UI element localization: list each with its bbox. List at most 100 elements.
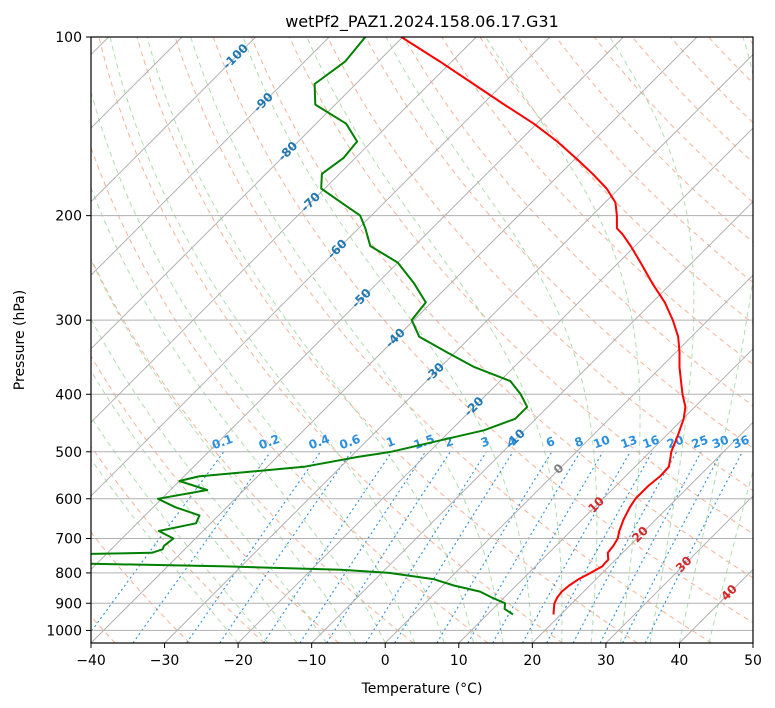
mixing-ratio-line bbox=[492, 451, 604, 643]
mixing-ratio-label: 0.6 bbox=[338, 432, 363, 452]
mixing-ratio-label: 1.5 bbox=[412, 432, 437, 452]
moist-adiabat-line bbox=[146, 37, 474, 643]
moist-adiabat-line bbox=[91, 415, 268, 643]
x-tick-label: −20 bbox=[223, 653, 253, 669]
isotherm-line bbox=[531, 421, 753, 643]
dry-adiabat-line bbox=[593, 37, 753, 203]
mixing-ratio-label: 10 bbox=[591, 433, 611, 452]
mixing-ratio-label: 0.2 bbox=[257, 432, 282, 452]
isotherm-line bbox=[91, 37, 404, 350]
isotherm-line bbox=[91, 37, 477, 424]
y-tick-label: 400 bbox=[55, 387, 82, 403]
isotherm-lines bbox=[91, 37, 753, 643]
mixing-ratio-line bbox=[394, 451, 514, 643]
dewpoint-profile-line bbox=[91, 37, 529, 616]
isotherm-line bbox=[164, 53, 753, 643]
mixing-ratio-line bbox=[326, 451, 451, 643]
isotherm-line bbox=[237, 127, 753, 643]
moist-adiabat-line bbox=[109, 37, 445, 643]
moist-adiabat-line bbox=[485, 37, 641, 643]
isotherm-line bbox=[458, 348, 753, 643]
x-tick-label: 40 bbox=[671, 653, 689, 669]
isotherm-line bbox=[605, 495, 753, 643]
y-tick-label: 200 bbox=[55, 209, 82, 225]
x-tick-label: 20 bbox=[523, 653, 541, 669]
y-tick-label: 700 bbox=[55, 532, 82, 548]
mixing-ratio-label: 0.4 bbox=[307, 432, 332, 452]
moist-adiabat-line bbox=[242, 37, 533, 643]
x-tick-label: 10 bbox=[450, 653, 468, 669]
isotherm-line bbox=[91, 37, 698, 643]
dry-adiabat-line bbox=[250, 37, 753, 579]
mixing-ratio-line bbox=[299, 451, 426, 643]
y-axis-label: Pressure (hPa) bbox=[12, 290, 28, 390]
dry-adiabat-line bbox=[288, 37, 753, 535]
mixing-ratio-line bbox=[522, 451, 631, 643]
mixing-ratio-label: 25 bbox=[690, 433, 710, 452]
x-axis: −40 −30 −20 −10 0 10 20 30 40 50 bbox=[76, 643, 762, 669]
x-tick-label: 0 bbox=[381, 653, 390, 669]
dry-adiabat-line bbox=[555, 37, 753, 243]
moist-adiabats bbox=[91, 37, 753, 643]
plot-area: -100-90-80-70-60-50-40-30-20-10010203040… bbox=[91, 37, 753, 643]
moist-adiabat-line bbox=[190, 37, 504, 643]
isotherm-line bbox=[91, 37, 257, 203]
x-tick-label: −40 bbox=[76, 653, 106, 669]
y-tick-label: 800 bbox=[55, 566, 82, 582]
dry-adiabat-line bbox=[403, 37, 753, 407]
isotherm-line bbox=[384, 274, 753, 643]
y-tick-label: 900 bbox=[55, 596, 82, 612]
moist-adiabat-line bbox=[609, 37, 695, 643]
y-tick-label: 500 bbox=[55, 445, 82, 461]
dry-adiabat-line bbox=[98, 37, 563, 643]
y-tick-label: 1000 bbox=[46, 623, 82, 639]
moist-adiabat-line bbox=[91, 458, 239, 643]
isobar-gridlines bbox=[91, 37, 753, 631]
mixing-ratio-line bbox=[436, 451, 553, 643]
mixing-ratio-line bbox=[599, 451, 702, 643]
dry-adiabat-line bbox=[479, 37, 753, 324]
dry-adiabat-line bbox=[91, 354, 340, 643]
moist-adiabat-line bbox=[91, 258, 357, 643]
mixing-ratio-label: 36 bbox=[731, 433, 751, 452]
mixing-ratio-line bbox=[186, 451, 321, 643]
dry-adiabat-line bbox=[212, 37, 753, 624]
moist-adiabat-line bbox=[385, 37, 598, 643]
mixing-ratio-line bbox=[546, 451, 653, 643]
isotherm-line bbox=[311, 200, 753, 643]
mixing-ratio-label: 16 bbox=[641, 433, 661, 452]
x-tick-label: 50 bbox=[744, 653, 762, 669]
y-tick-label: 300 bbox=[55, 313, 82, 329]
mixing-ratio-line bbox=[467, 451, 581, 643]
moist-adiabat-line bbox=[91, 186, 386, 643]
dry-adiabat-line bbox=[327, 37, 753, 492]
dry-adiabat-line bbox=[136, 37, 638, 643]
x-tick-label: 30 bbox=[597, 653, 615, 669]
temperature-profile-line bbox=[400, 37, 687, 615]
mixing-ratio-line bbox=[622, 451, 723, 643]
mixing-ratio-line bbox=[644, 451, 743, 643]
x-tick-label: −30 bbox=[150, 653, 180, 669]
y-tick-label: 600 bbox=[55, 492, 82, 508]
isotherm-line bbox=[91, 37, 551, 497]
dry-adiabats bbox=[91, 37, 753, 643]
x-tick-label: −10 bbox=[297, 653, 327, 669]
mixing-ratio-label: 30 bbox=[710, 433, 730, 452]
mixing-ratio-label: 0.1 bbox=[210, 432, 235, 452]
x-axis-label: Temperature (°C) bbox=[361, 681, 483, 697]
plot-frame bbox=[90, 36, 754, 644]
chart-title: wetPf2_PAZ1.2024.158.06.17.G31 bbox=[285, 12, 559, 32]
mixing-ratio-line bbox=[572, 451, 678, 643]
moist-adiabat-line bbox=[306, 37, 563, 643]
isotherm-line bbox=[91, 37, 330, 276]
dry-adiabat-line bbox=[517, 37, 753, 284]
dry-adiabat-line bbox=[441, 37, 753, 365]
dry-adiabat-line bbox=[91, 531, 191, 643]
moist-adiabat-line bbox=[91, 369, 298, 643]
mixing-ratio-label: 13 bbox=[619, 433, 639, 452]
isotherm-line bbox=[91, 37, 624, 571]
dry-adiabat-line bbox=[631, 37, 753, 164]
sounding-profiles bbox=[91, 37, 687, 616]
